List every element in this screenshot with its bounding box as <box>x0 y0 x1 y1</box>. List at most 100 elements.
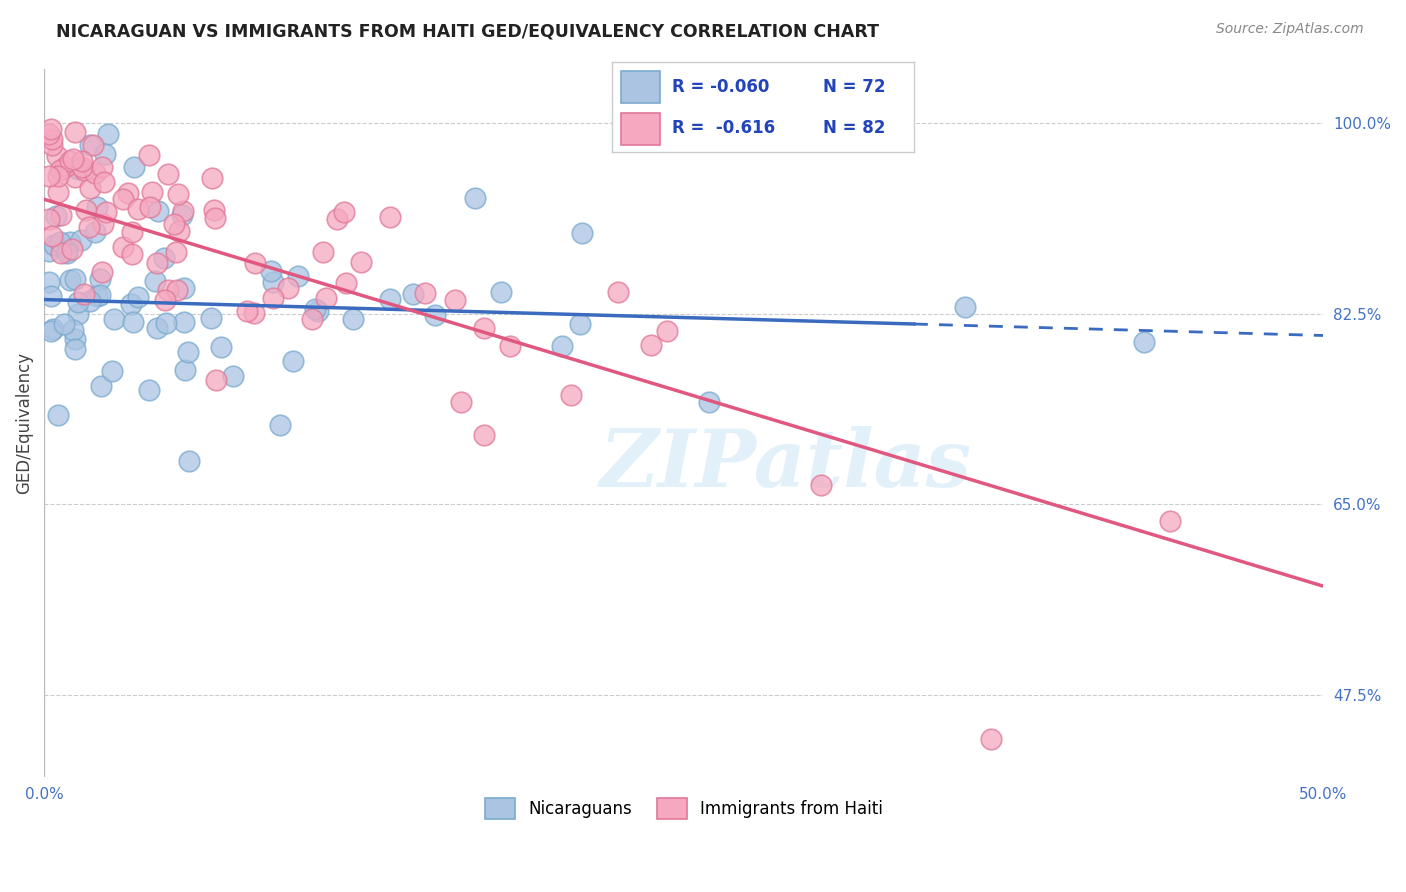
Point <box>301 312 323 326</box>
Point <box>63 170 86 185</box>
Point <box>606 285 628 300</box>
Text: R = -0.060: R = -0.060 <box>672 78 769 95</box>
Point <box>173 281 195 295</box>
Point <box>127 290 149 304</box>
Point <box>179 453 201 467</box>
Point <box>287 268 309 283</box>
Point <box>378 211 401 225</box>
Point <box>332 204 354 219</box>
Point <box>342 312 364 326</box>
Point <box>101 364 124 378</box>
Point <box>277 281 299 295</box>
Point <box>63 271 86 285</box>
Text: R =  -0.616: R = -0.616 <box>672 120 775 137</box>
Point <box>59 235 82 249</box>
Point <box>38 244 60 258</box>
Point <box>111 240 134 254</box>
Point <box>170 208 193 222</box>
Point <box>41 228 63 243</box>
Point <box>49 162 72 177</box>
Point <box>550 338 572 352</box>
Point <box>122 315 145 329</box>
Point <box>59 273 82 287</box>
Point <box>73 286 96 301</box>
Point <box>472 427 495 442</box>
Point <box>127 202 149 216</box>
Legend: Nicaraguans, Immigrants from Haiti: Nicaraguans, Immigrants from Haiti <box>478 791 890 825</box>
Point <box>63 125 86 139</box>
Point <box>46 169 69 184</box>
Point <box>146 256 169 270</box>
Point <box>41 137 63 152</box>
Point <box>173 315 195 329</box>
Point <box>141 185 163 199</box>
Point <box>39 121 62 136</box>
Point <box>41 324 63 338</box>
Point <box>980 731 1002 746</box>
Point <box>79 137 101 152</box>
Point <box>45 209 67 223</box>
Text: NICARAGUAN VS IMMIGRANTS FROM HAITI GED/EQUIVALENCY CORRELATION CHART: NICARAGUAN VS IMMIGRANTS FROM HAITI GED/… <box>56 22 879 40</box>
Point <box>72 154 94 169</box>
Point <box>269 418 291 433</box>
Point <box>202 203 225 218</box>
Point <box>67 162 90 177</box>
Point <box>176 345 198 359</box>
Point <box>62 152 84 166</box>
Text: N = 72: N = 72 <box>824 78 886 95</box>
Point <box>205 372 228 386</box>
Point <box>153 293 176 308</box>
Point <box>307 304 329 318</box>
Text: N = 82: N = 82 <box>824 120 886 137</box>
Point <box>262 275 284 289</box>
Point <box>312 244 335 259</box>
FancyBboxPatch shape <box>620 113 659 145</box>
Point <box>53 160 76 174</box>
Point <box>56 244 79 258</box>
Point <box>156 167 179 181</box>
Point <box>42 321 65 335</box>
Point <box>97 127 120 141</box>
Point <box>70 160 93 174</box>
Point <box>121 247 143 261</box>
Point <box>413 286 436 301</box>
Point <box>1133 334 1156 349</box>
Point <box>243 256 266 270</box>
Point <box>89 288 111 302</box>
Point <box>79 181 101 195</box>
Point <box>67 307 90 321</box>
Point <box>117 186 139 201</box>
Point <box>1159 514 1181 528</box>
Point <box>146 321 169 335</box>
Point <box>38 275 60 289</box>
Point <box>209 339 232 353</box>
Point <box>148 203 170 218</box>
Point <box>62 323 84 337</box>
Point <box>73 163 96 178</box>
Point <box>335 276 357 290</box>
Point <box>44 238 66 252</box>
Point <box>77 220 100 235</box>
Point <box>315 291 337 305</box>
Point <box>425 308 447 322</box>
Point <box>304 302 326 317</box>
Point <box>450 395 472 409</box>
FancyBboxPatch shape <box>620 71 659 103</box>
Point <box>79 293 101 308</box>
Point <box>91 217 114 231</box>
Point <box>172 203 194 218</box>
Point <box>640 338 662 352</box>
Point <box>59 154 82 169</box>
Point <box>222 369 245 384</box>
Point <box>83 226 105 240</box>
Point <box>281 354 304 368</box>
Point <box>472 320 495 334</box>
Point <box>262 291 284 305</box>
Point <box>69 234 91 248</box>
Point <box>86 200 108 214</box>
Point <box>810 478 832 492</box>
Point <box>350 255 373 269</box>
Point <box>66 295 89 310</box>
Point <box>201 171 224 186</box>
Point <box>143 274 166 288</box>
